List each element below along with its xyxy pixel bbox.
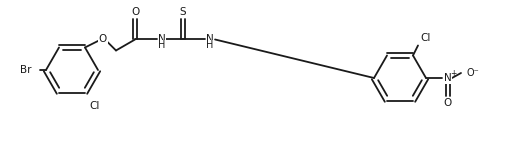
Text: N: N — [206, 34, 213, 45]
Text: +: + — [449, 69, 455, 78]
Text: O: O — [443, 98, 451, 108]
Text: O: O — [99, 34, 107, 45]
Text: S: S — [179, 7, 186, 18]
Text: N: N — [443, 73, 451, 83]
Text: N: N — [158, 34, 165, 45]
Text: Cl: Cl — [89, 100, 99, 110]
Text: H: H — [158, 40, 165, 51]
Text: O: O — [131, 7, 139, 18]
Text: H: H — [206, 40, 213, 51]
Text: Cl: Cl — [419, 33, 430, 43]
Text: Br: Br — [20, 65, 32, 75]
Text: O⁻: O⁻ — [466, 68, 479, 78]
